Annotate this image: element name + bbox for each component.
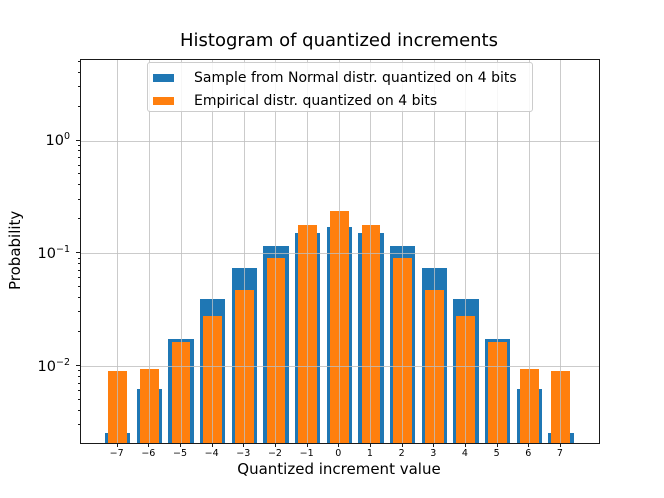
- gridline-x-6: [148, 60, 150, 443]
- gridline-x0: [338, 60, 340, 443]
- y-axis-label: Probability: [6, 210, 24, 291]
- x-tick-label-1: 1: [366, 448, 373, 459]
- x-tick-label--7: −7: [109, 448, 124, 459]
- x-tick-0: [338, 443, 340, 447]
- y-minor-tick-0.006: [77, 390, 80, 392]
- gridline-x-7: [117, 60, 119, 443]
- legend-label: Empirical distr. quantized on 4 bits: [194, 92, 438, 109]
- x-tick-label-6: 6: [525, 448, 532, 459]
- y-minor-tick-0.6: [77, 164, 80, 166]
- x-tick-label--1: −1: [299, 448, 314, 459]
- gridline-x5: [497, 60, 499, 443]
- y-minor-tick-0.4: [77, 184, 80, 186]
- legend-swatch-blue: [153, 73, 174, 82]
- y-minor-tick-3: [77, 85, 80, 87]
- x-tick-label-4: 4: [461, 448, 468, 459]
- y-minor-tick-4: [77, 71, 80, 73]
- y-minor-tick-0.04: [77, 297, 80, 299]
- gridline-x3: [433, 60, 435, 443]
- legend-label: Sample from Normal distr. quantized on 4…: [194, 69, 517, 86]
- gridline-x-4: [212, 60, 214, 443]
- y-minor-tick-0.09: [77, 257, 80, 259]
- x-tick-3: [433, 443, 435, 447]
- gridline-x4: [465, 60, 467, 443]
- gridline-y0.01: [81, 366, 599, 368]
- y-minor-tick-0.08: [77, 263, 80, 265]
- y-minor-tick-0.3: [77, 198, 80, 200]
- x-tick-label--4: −4: [204, 448, 219, 459]
- y-minor-tick-0.5: [77, 173, 80, 175]
- x-tick-label--6: −6: [141, 448, 156, 459]
- legend-swatch-orange: [153, 96, 174, 105]
- y-minor-tick-0.005: [77, 399, 80, 401]
- x-tick-label-7: 7: [556, 448, 563, 459]
- x-tick-6: [528, 443, 530, 447]
- gridline-x7: [560, 60, 562, 443]
- y-tick-1: [76, 139, 80, 141]
- y-minor-tick-0.06: [77, 277, 80, 279]
- x-tick-2: [401, 443, 403, 447]
- gridline-x2: [402, 60, 404, 443]
- y-minor-tick-0.003: [77, 424, 80, 426]
- legend: Sample from Normal distr. quantized on 4…: [147, 62, 533, 112]
- plot-area: [80, 59, 600, 444]
- y-minor-tick-0.7: [77, 156, 80, 158]
- y-minor-tick-0.9: [77, 144, 80, 146]
- y-minor-tick-0.008: [77, 376, 80, 378]
- legend-item-empirical: Empirical distr. quantized on 4 bits: [148, 89, 532, 112]
- y-minor-tick-0.03: [77, 311, 80, 313]
- gridline-y0.1: [81, 253, 599, 255]
- x-axis-label: Quantized increment value: [237, 460, 441, 478]
- x-tick--6: [148, 443, 150, 447]
- y-minor-tick-0.2: [77, 218, 80, 220]
- y-tick-0.1: [76, 252, 80, 254]
- gridline-y1: [81, 140, 599, 142]
- x-tick-5: [496, 443, 498, 447]
- y-minor-tick-0.007: [77, 382, 80, 384]
- x-tick-7: [559, 443, 561, 447]
- gridline-x-1: [307, 60, 309, 443]
- y-minor-tick-2: [77, 105, 80, 107]
- x-tick--5: [180, 443, 181, 447]
- y-tick-0.01: [76, 365, 80, 367]
- x-tick-label-0: 0: [335, 448, 342, 459]
- x-tick--2: [274, 443, 276, 447]
- x-tick--1: [306, 443, 308, 447]
- y-minor-tick-0.02: [77, 331, 80, 333]
- x-tick-label-5: 5: [493, 448, 500, 459]
- y-minor-tick-5: [77, 60, 80, 62]
- y-tick-label-1: 100: [45, 131, 71, 149]
- chart-title: Histogram of quantized increments: [179, 30, 498, 51]
- x-tick-label--5: −5: [172, 448, 187, 459]
- x-tick-1: [369, 443, 371, 447]
- y-tick-label-0.01: 10−2: [37, 356, 70, 375]
- y-minor-tick-0.07: [77, 269, 80, 271]
- x-tick--4: [211, 443, 213, 447]
- y-minor-tick-0.8: [77, 150, 80, 152]
- x-tick-label-3: 3: [430, 448, 437, 459]
- gridline-x-5: [180, 60, 182, 443]
- gridline-x1: [370, 60, 372, 443]
- x-tick-4: [464, 443, 466, 447]
- gridline-x-3: [243, 60, 245, 443]
- y-tick-label-0.1: 10−1: [37, 243, 70, 262]
- x-tick-label--3: −3: [236, 448, 251, 459]
- x-tick-label-2: 2: [398, 448, 405, 459]
- y-minor-tick-0.05: [77, 286, 80, 288]
- gridline-x-2: [275, 60, 277, 443]
- x-tick-label--2: −2: [267, 448, 282, 459]
- gridline-x6: [528, 60, 530, 443]
- y-minor-tick-0.004: [77, 410, 80, 412]
- legend-item-normal-sample: Sample from Normal distr. quantized on 4…: [148, 66, 532, 89]
- y-minor-tick-0.009: [77, 370, 80, 372]
- x-tick--7: [116, 443, 118, 447]
- x-tick--3: [243, 443, 245, 447]
